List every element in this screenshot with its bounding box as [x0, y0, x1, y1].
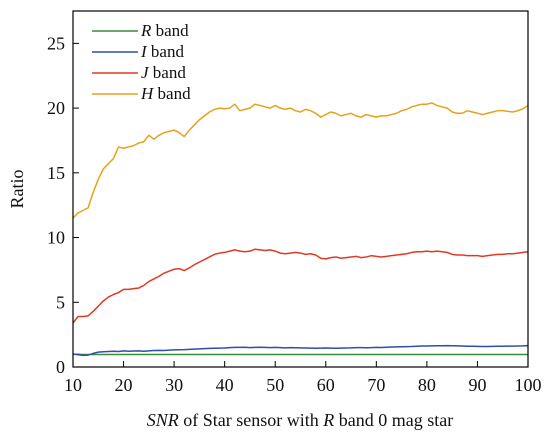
x-tick-label: 70 — [367, 375, 385, 395]
x-tick-label: 10 — [64, 375, 82, 395]
x-axis-label: SNR of Star sensor with R band 0 mag sta… — [147, 410, 453, 430]
y-tick-label: 25 — [47, 33, 65, 53]
plot-frame — [72, 10, 529, 368]
y-tick-label: 10 — [47, 228, 65, 248]
x-tick-label: 100 — [515, 375, 542, 395]
y-tick-label: 20 — [47, 98, 65, 118]
y-tick-label: 0 — [56, 357, 65, 377]
legend-label: I band — [140, 42, 184, 61]
series-line-j-band — [72, 248, 529, 324]
x-tick-label: 60 — [317, 375, 335, 395]
x-tick-label: 50 — [266, 375, 284, 395]
x-tick-label: 40 — [216, 375, 234, 395]
y-tick-label: 5 — [56, 292, 65, 312]
legend-label: R band — [140, 21, 189, 40]
axes-layer: 0 5 10 15 20 25 10 20 30 40 50 60 70 80 90 100 — [47, 10, 542, 395]
x-tick-label: 20 — [115, 375, 133, 395]
y-tick-label: 15 — [47, 163, 65, 183]
series-line-i-band — [72, 344, 529, 357]
x-tick-label: 90 — [468, 375, 486, 395]
legend-label: J band — [141, 63, 186, 82]
series-line-h-band — [72, 102, 529, 219]
x-tick-label: 80 — [418, 375, 436, 395]
series-layer — [72, 102, 529, 357]
x-tick-label: 30 — [165, 375, 183, 395]
legend: R band I band J band H band — [92, 21, 191, 103]
y-axis-label: Ratio — [7, 170, 27, 209]
legend-label: H band — [140, 84, 191, 103]
